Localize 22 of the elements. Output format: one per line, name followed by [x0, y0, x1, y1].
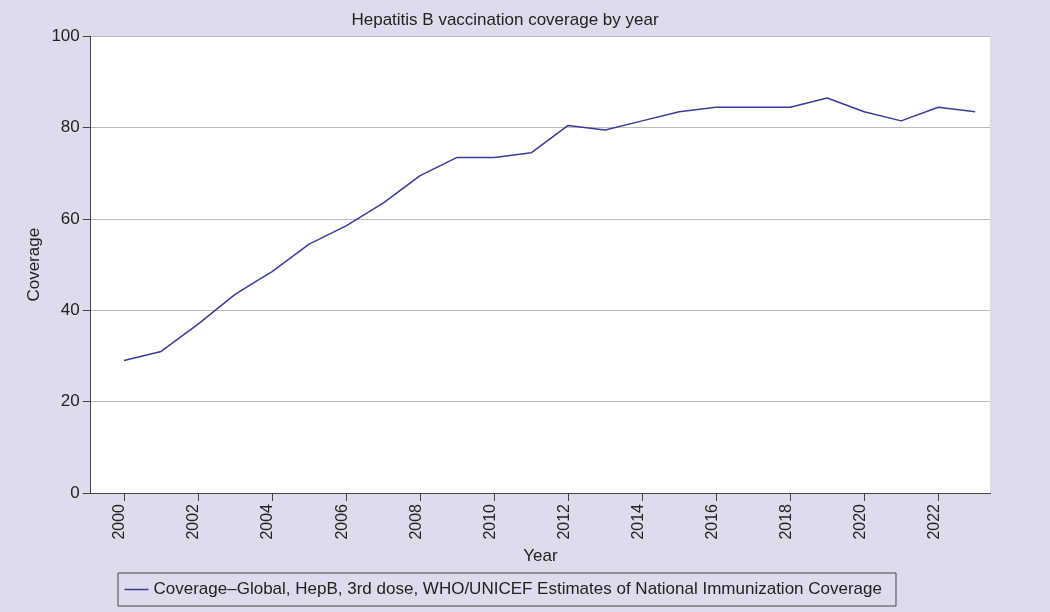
x-tick-label: 2006	[332, 503, 350, 540]
x-tick-label: 2018	[776, 503, 794, 540]
x-tick-label: 2008	[406, 503, 424, 540]
chart-title: Hepatitis B vaccination coverage by year	[351, 9, 659, 29]
y-tick-label: 0	[70, 482, 80, 502]
y-tick-label: 80	[60, 117, 80, 137]
x-tick-label: 2002	[184, 503, 202, 540]
x-tick-label: 2010	[480, 503, 498, 540]
x-tick-label: 2022	[924, 503, 942, 540]
x-axis-title: Year	[523, 546, 558, 566]
y-tick-label: 60	[60, 208, 80, 228]
y-tick-label: 100	[51, 26, 80, 46]
x-tick-label: 2004	[258, 503, 276, 540]
legend-label: Coverage–Global, HepB, 3rd dose, WHO/UNICEF Estimates of National Immunization Coverage	[153, 579, 882, 599]
x-tick-label: 2020	[850, 503, 868, 540]
y-tick-label: 20	[60, 391, 80, 411]
x-tick-label: 2016	[702, 503, 720, 540]
y-tick-label: 40	[60, 300, 80, 320]
y-axis-title: Coverage	[23, 227, 43, 302]
x-tick-label: 2014	[628, 503, 646, 540]
x-tick-label: 2000	[110, 503, 128, 540]
x-tick-label: 2012	[554, 503, 572, 540]
